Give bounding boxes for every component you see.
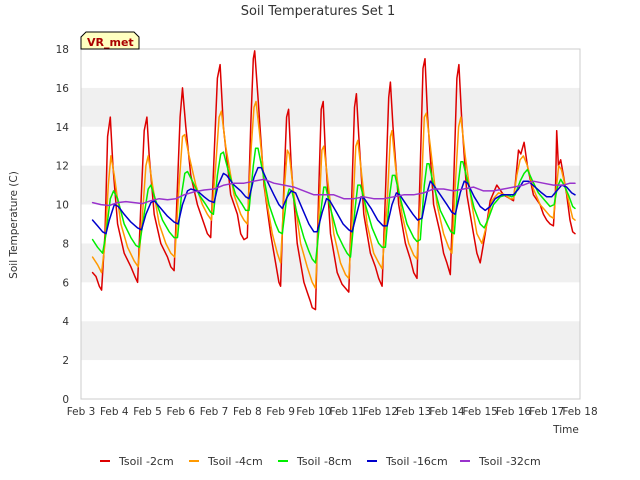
x-tick-label: Feb 6 xyxy=(166,406,195,418)
x-axis-title: Time xyxy=(552,424,579,436)
series-line xyxy=(91,100,576,289)
x-tick-label: Feb 9 xyxy=(266,406,295,418)
y-tick-label: 10 xyxy=(56,200,69,212)
y-tick-label: 14 xyxy=(56,122,70,134)
y-tick-label: 0 xyxy=(62,394,69,406)
legend-item: Tsoil -16cm xyxy=(367,455,448,468)
x-tick-label: Feb 16 xyxy=(496,406,532,418)
legend-item: Tsoil -2cm xyxy=(100,455,174,468)
x-tick-label: Feb 7 xyxy=(200,406,229,418)
legend-label: Tsoil -4cm xyxy=(207,455,263,468)
y-tick-label: 4 xyxy=(62,316,69,328)
y-axis: 0 2 4 6 8 10 12 14 16 18 xyxy=(56,44,70,406)
site-badge: VR_met xyxy=(80,31,140,50)
x-tick-label: Feb 15 xyxy=(463,406,498,418)
x-tick-label: Feb 4 xyxy=(100,406,129,418)
legend-label: Tsoil -16cm xyxy=(385,455,448,468)
series-line xyxy=(91,178,576,207)
legend-item: Tsoil -4cm xyxy=(189,455,263,468)
x-axis: Feb 3 Feb 4 Feb 5 Feb 6 Feb 7 Feb 8 Feb 9 Feb 1… xyxy=(67,406,598,418)
legend-item: Tsoil -8cm xyxy=(278,455,352,468)
y-tick-label: 2 xyxy=(62,355,69,367)
y-axis-title: Soil Temperature (C) xyxy=(8,171,20,279)
y-tick-label: 8 xyxy=(62,238,69,250)
legend-label: Tsoil -2cm xyxy=(118,455,174,468)
x-tick-label: Feb 13 xyxy=(396,406,431,418)
grid-band xyxy=(81,243,580,283)
y-tick-label: 6 xyxy=(62,277,69,289)
site-badge-label: VR_met xyxy=(87,36,134,49)
series-line xyxy=(91,166,576,235)
legend-item: Tsoil -32cm xyxy=(460,455,541,468)
plot-frame xyxy=(80,48,581,400)
x-tick-label: Feb 10 xyxy=(296,406,331,418)
grid-band xyxy=(81,321,580,361)
x-tick-label: Feb 12 xyxy=(363,406,398,418)
plot-background-bands xyxy=(81,49,580,399)
chart-title: Soil Temperatures Set 1 xyxy=(241,4,396,19)
series-lines xyxy=(91,50,576,311)
y-tick-label: 12 xyxy=(56,161,69,173)
legend-label: Tsoil -8cm xyxy=(296,455,352,468)
x-tick-label: Feb 3 xyxy=(67,406,96,418)
series-line xyxy=(91,147,576,264)
site-badge-shape xyxy=(80,31,140,50)
x-tick-label: Feb 8 xyxy=(233,406,262,418)
legend-label: Tsoil -32cm xyxy=(478,455,541,468)
y-tick-label: 18 xyxy=(56,44,69,56)
y-tick-label: 16 xyxy=(56,83,70,95)
x-tick-label: Feb 17 xyxy=(529,406,564,418)
x-tick-label: Feb 11 xyxy=(329,406,364,418)
grid-band xyxy=(81,87,580,127)
legend: Tsoil -2cm Tsoil -4cm Tsoil -8cm Tsoil -16c… xyxy=(100,455,541,468)
x-tick-label: Feb 5 xyxy=(133,406,162,418)
x-tick-label: Feb 14 xyxy=(429,406,465,418)
x-tick-label: Feb 18 xyxy=(562,406,597,418)
